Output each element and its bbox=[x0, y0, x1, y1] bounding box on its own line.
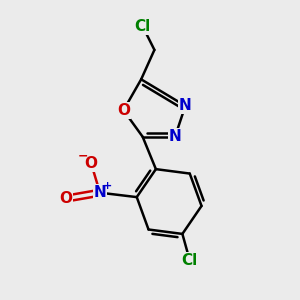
Text: O: O bbox=[117, 103, 130, 118]
Text: Cl: Cl bbox=[182, 253, 198, 268]
Text: N: N bbox=[169, 129, 182, 144]
Text: +: + bbox=[103, 181, 112, 191]
Text: O: O bbox=[60, 191, 73, 206]
Text: N: N bbox=[94, 185, 106, 200]
Text: −: − bbox=[78, 149, 88, 162]
Text: Cl: Cl bbox=[134, 19, 151, 34]
Text: O: O bbox=[85, 156, 98, 171]
Text: N: N bbox=[179, 98, 192, 113]
